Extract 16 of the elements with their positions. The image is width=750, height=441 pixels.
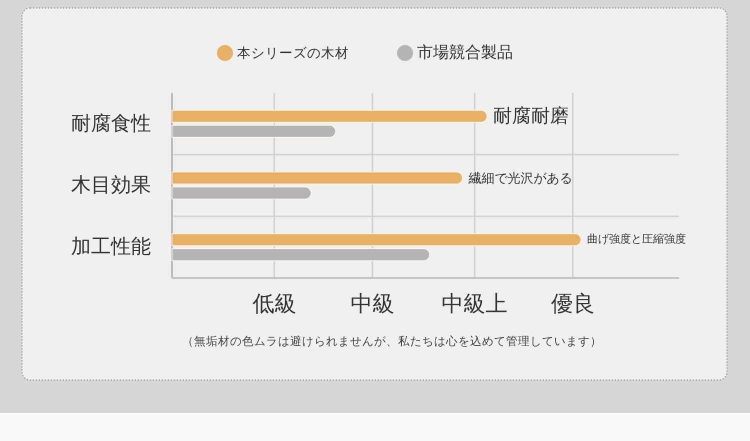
ref-line-label: 中級 xyxy=(350,291,394,316)
annotation: 繊細で光沢がある xyxy=(467,170,572,186)
ref-line-label: 低級 xyxy=(252,291,296,316)
y-tick-label: 木目効果 xyxy=(71,174,151,196)
ref-line-label: 優良 xyxy=(550,291,595,316)
bar xyxy=(172,110,488,123)
text: （無垢材の色ムラは避けられませんが、私たちは心を込めて管理しています） xyxy=(182,334,602,348)
legend-label: 本シリーズの木材 xyxy=(237,46,349,60)
bar xyxy=(172,233,582,246)
y-tick-label: 耐腐食性 xyxy=(71,112,151,135)
legend-label: 市場競合製品 xyxy=(417,44,513,62)
annotation: 耐腐耐磨 xyxy=(492,104,569,127)
ref-line-label: 中級上 xyxy=(442,291,508,316)
y-tick-label: 加工性能 xyxy=(71,236,151,258)
bar xyxy=(172,172,463,184)
annotation: 曲げ強度と圧縮強度 xyxy=(587,232,686,246)
